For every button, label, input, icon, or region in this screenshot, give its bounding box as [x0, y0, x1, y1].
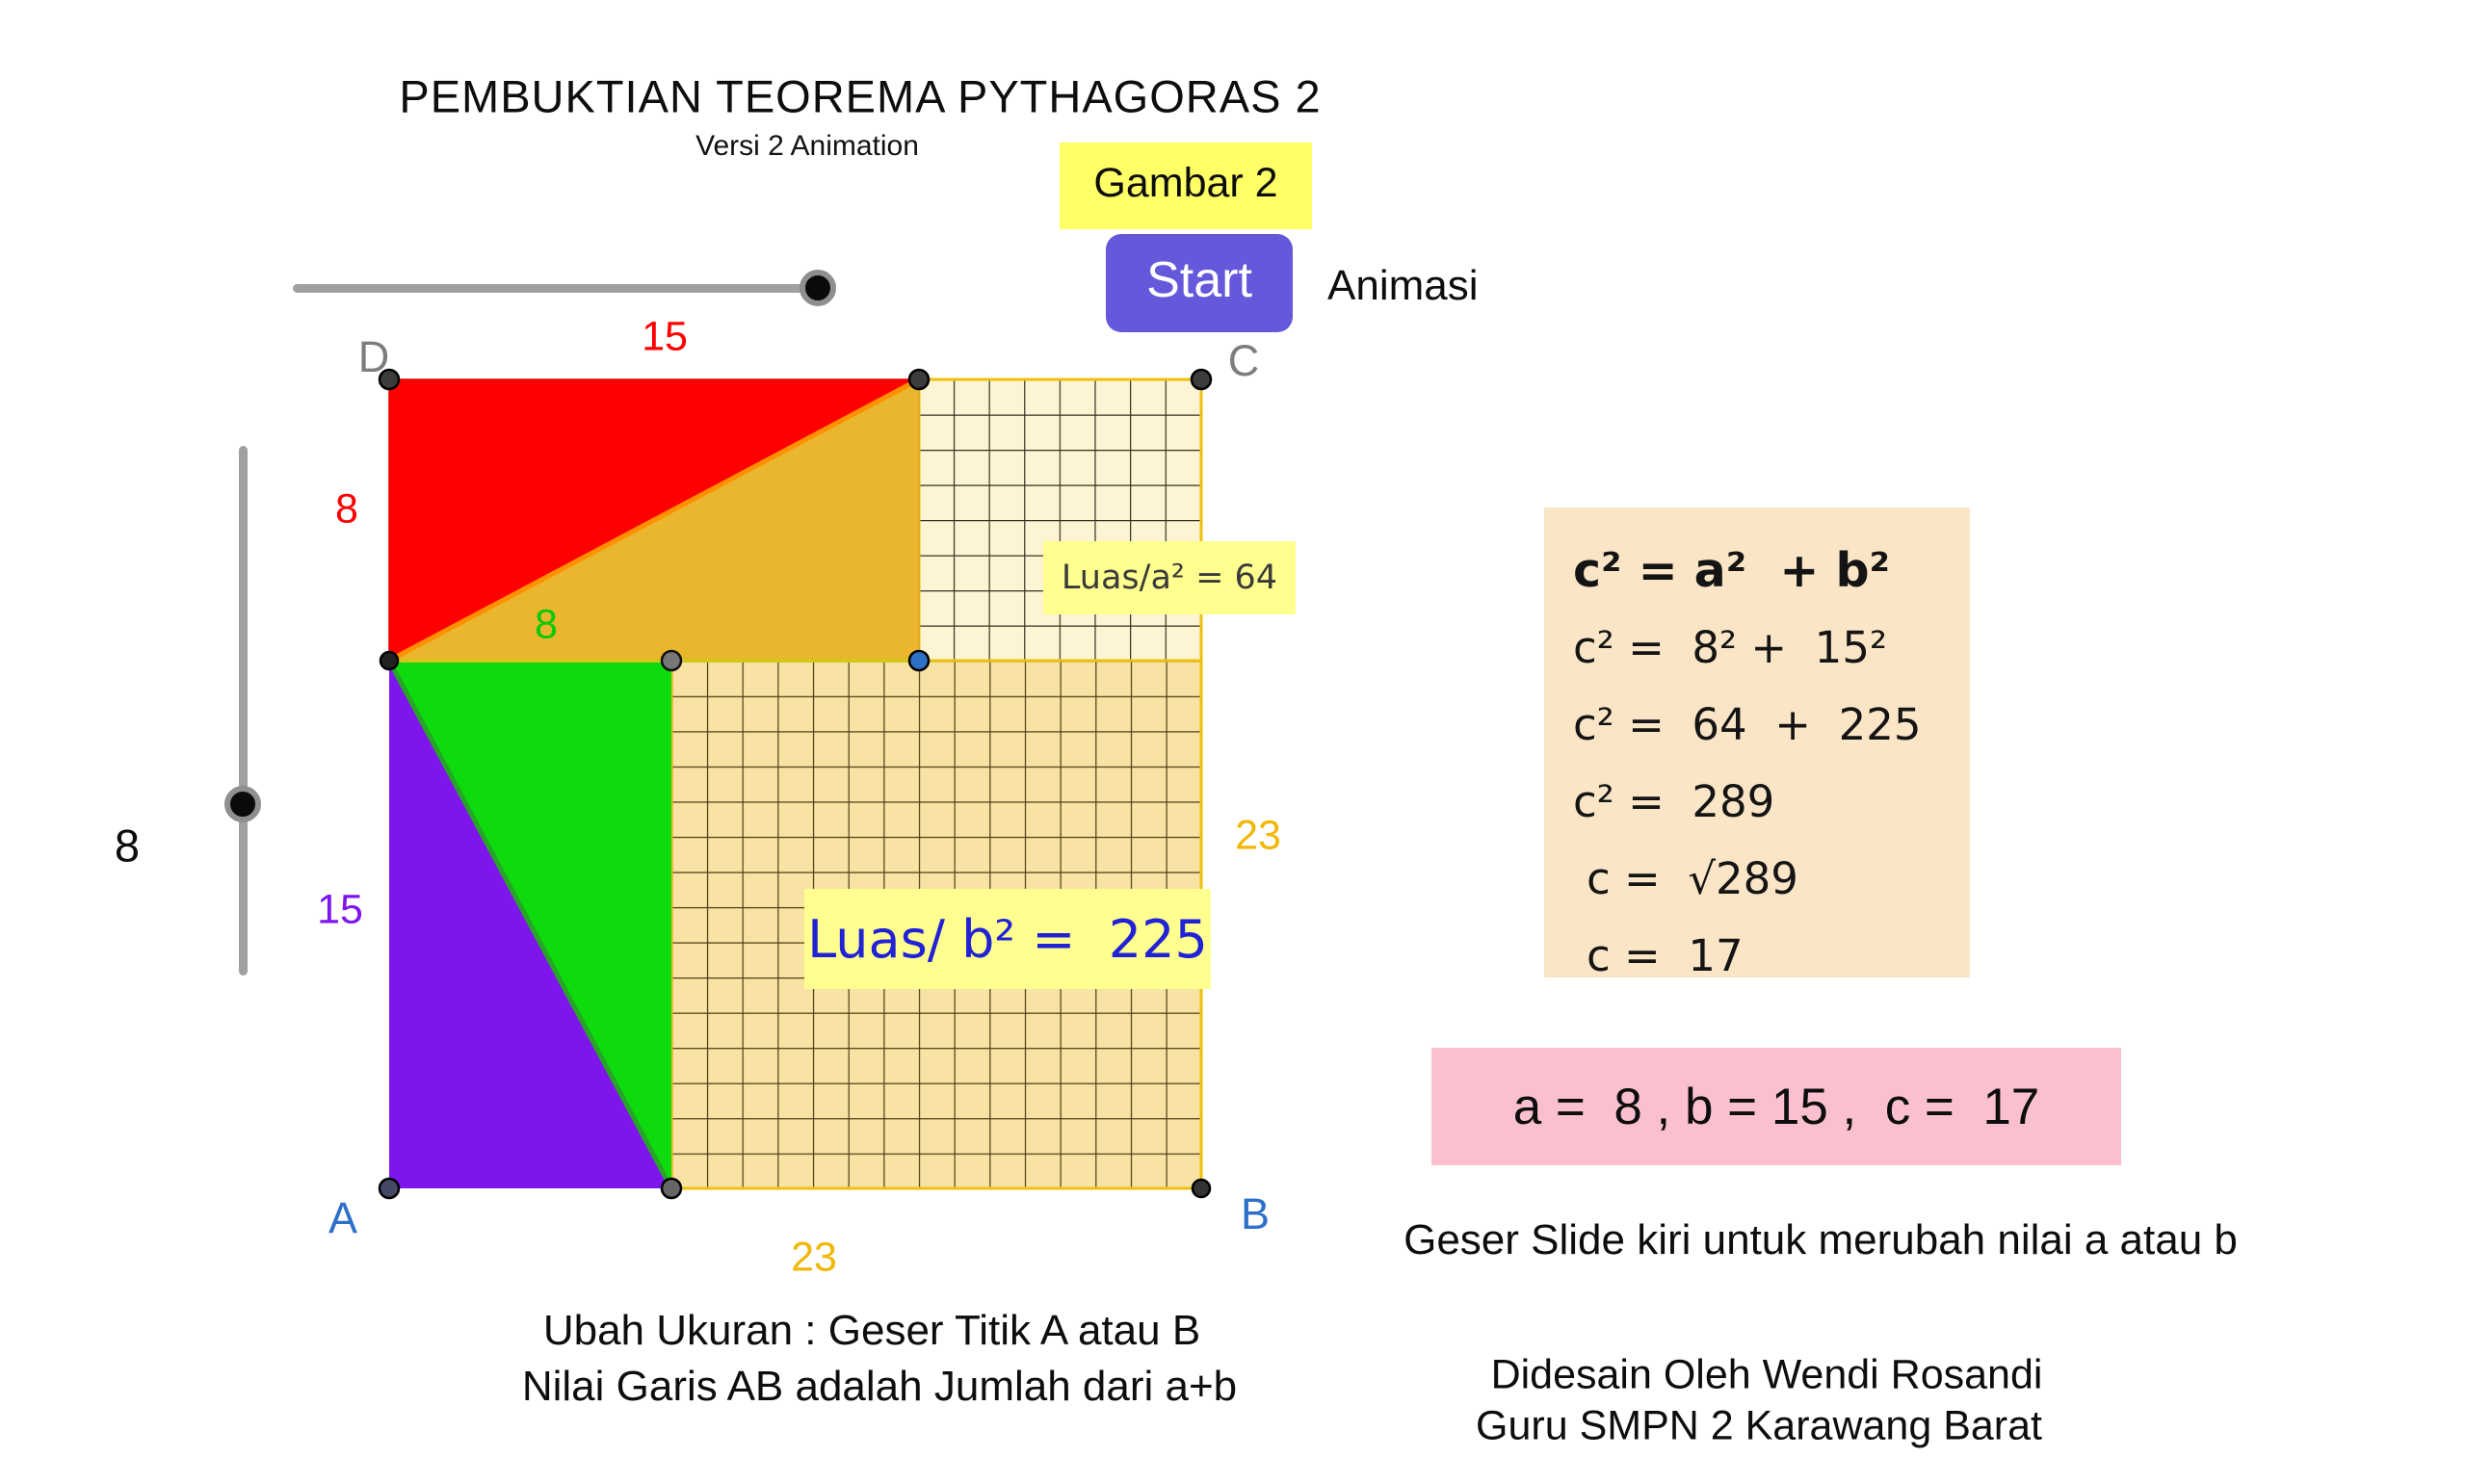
hypotenuse-green-purple [386, 659, 674, 1190]
figure-badge: Gambar 2 [1060, 143, 1312, 229]
point-B[interactable] [1191, 1178, 1212, 1199]
hypotenuse-red-gold [387, 377, 921, 664]
formula-line-6: c = 17 [1587, 930, 1744, 981]
slider-a-value: 8 [114, 820, 141, 872]
credit-line1: Didesain Oleh Wendi Rosandi [1490, 1351, 2043, 1398]
slider-a-knob[interactable] [224, 786, 261, 822]
area-label-a-squared: Luas/a² = 64 [1043, 541, 1296, 614]
start-caption: Animasi [1327, 262, 1479, 309]
point-D[interactable] [378, 368, 401, 391]
slider-b-knob[interactable] [800, 270, 836, 306]
point-AB-midpoint[interactable] [660, 1177, 683, 1200]
formula-line-5: c = √289 [1587, 853, 1798, 904]
page-title: PEMBUKTIAN TEOREMA PYTHAGORAS 2 [399, 70, 1322, 122]
formula-line-2: c² = 8² + 15² [1573, 622, 1887, 673]
formula-line-4: c² = 289 [1573, 776, 1775, 827]
side-label-right-23: 23 [1235, 812, 1281, 859]
point-green-top-right[interactable] [660, 649, 683, 672]
start-animation-button[interactable]: Start [1106, 234, 1293, 332]
page-subtitle: Versi 2 Animation [695, 130, 919, 162]
point-A[interactable] [378, 1177, 401, 1200]
result-box: a = 8 , b = 15 , c = 17 [1431, 1048, 2121, 1165]
corner-label-A: A [328, 1193, 358, 1242]
slider-a-track[interactable] [239, 446, 248, 976]
side-label-top-15: 15 [642, 313, 688, 360]
point-C[interactable] [1190, 368, 1213, 391]
side-label-bottom-23: 23 [791, 1234, 837, 1281]
corner-label-C: C [1227, 336, 1260, 385]
formula-line-1: c² = a² + b² [1573, 543, 1890, 598]
side-label-inner-8: 8 [535, 601, 558, 648]
point-blue-junction[interactable] [907, 649, 931, 672]
grid-a-squared [917, 378, 1203, 663]
point-left-junction[interactable] [379, 650, 400, 671]
resize-hint-line2: Nilai Garis AB adalah Jumlah dari a+b [521, 1363, 1238, 1410]
formula-box: c² = a² + b² c² = 8² + 15² c² = 64 + 225… [1544, 508, 1970, 981]
side-label-left-15: 15 [317, 886, 363, 933]
formula-line-3: c² = 64 + 225 [1573, 699, 1922, 750]
point-top-junction[interactable] [907, 368, 931, 391]
slider-hint: Geser Slide kiri untuk merubah nilai a a… [1404, 1216, 2238, 1263]
corner-label-D: D [357, 332, 390, 381]
corner-label-B: B [1240, 1189, 1271, 1238]
resize-hint-line1: Ubah Ukuran : Geser Titik A atau B [542, 1307, 1201, 1354]
pythagoras-figure [378, 368, 1213, 1200]
slider-b-track[interactable] [293, 284, 825, 293]
credit-line2: Guru SMPN 2 Karawang Barat [1476, 1402, 2042, 1449]
side-label-left-8: 8 [335, 485, 358, 533]
area-label-b-squared: Luas/ b² = 225 [804, 889, 1211, 989]
